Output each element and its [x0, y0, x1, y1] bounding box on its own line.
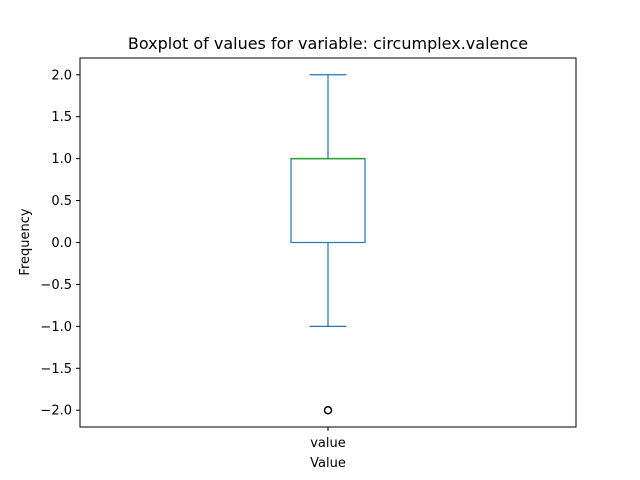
- y-tick-label: 1.5: [51, 110, 72, 125]
- y-tick-label: 0.5: [51, 194, 72, 209]
- x-axis-label: Value: [310, 456, 346, 471]
- chart-title: Boxplot of values for variable: circumpl…: [128, 34, 528, 53]
- outlier-point: [323, 405, 333, 415]
- x-axis: value: [310, 427, 346, 451]
- x-tick-label: value: [310, 436, 346, 451]
- y-tick-label: 2.0: [51, 68, 72, 83]
- y-axis: −2.0 −1.5 −1.0 −0.5 0.0 0.5 1.0 1.5 2.0: [40, 68, 80, 419]
- y-tick-label: −1.0: [40, 320, 72, 335]
- box-group: [290, 74, 366, 415]
- y-tick-label: 1.0: [51, 152, 72, 167]
- y-axis-label: Frequency: [18, 208, 33, 275]
- y-tick-label: −2.0: [40, 404, 72, 419]
- y-tick-label: −1.5: [40, 362, 72, 377]
- y-tick-label: −0.5: [40, 278, 72, 293]
- y-tick-label: 0.0: [51, 236, 72, 251]
